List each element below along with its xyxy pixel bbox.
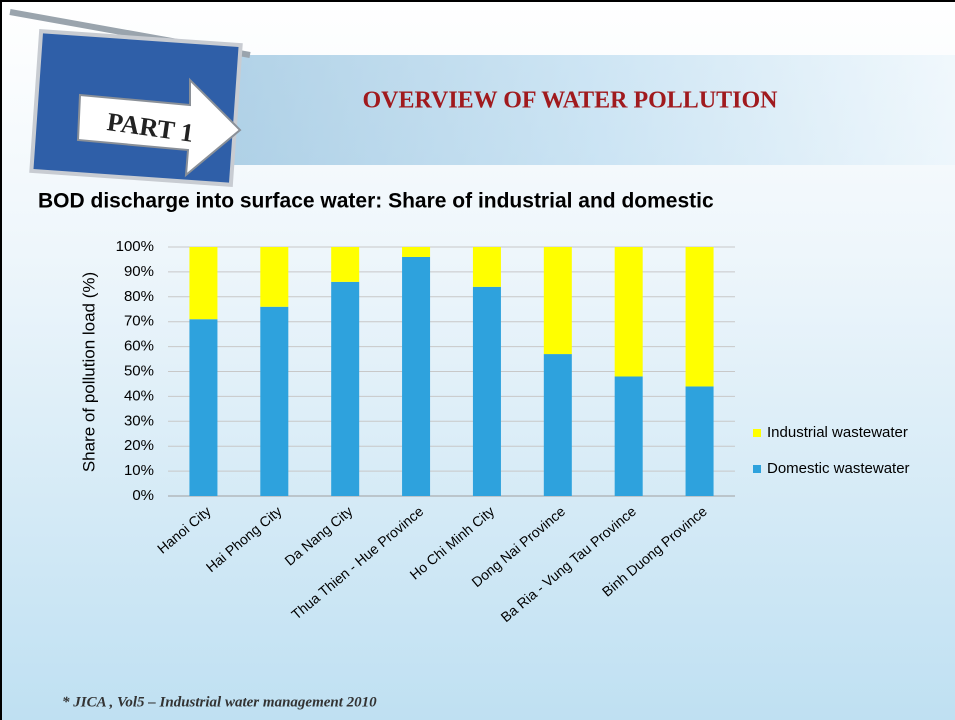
heading: OVERVIEW OF WATER POLLUTION xyxy=(362,88,778,114)
legend-label: Domestic wastewater xyxy=(767,460,910,477)
y-tick-label: 30% xyxy=(124,412,154,429)
bar-segment xyxy=(472,286,501,496)
legend-label: Industrial wastewater xyxy=(767,424,908,441)
bar-segment xyxy=(614,376,643,496)
sign: PART 1 xyxy=(29,29,243,187)
bar-segment xyxy=(685,386,714,496)
y-tick-label: 100% xyxy=(116,238,154,255)
y-axis-label: Share of pollution load (%) xyxy=(79,272,98,472)
chart-title: BOD discharge into surface water: Share … xyxy=(38,190,714,213)
bar-segment xyxy=(472,247,501,287)
bar-segment xyxy=(543,354,572,496)
y-tick-label: 90% xyxy=(124,263,154,280)
bar-segment xyxy=(614,247,643,377)
y-tick-label: 40% xyxy=(124,387,154,404)
bar-segment xyxy=(260,306,289,496)
y-tick-label: 50% xyxy=(124,362,154,379)
bar-segment xyxy=(189,247,218,320)
y-tick-label: 0% xyxy=(132,487,154,504)
y-tick-label: 20% xyxy=(124,437,154,454)
bar-segment xyxy=(402,247,431,257)
y-tick-label: 60% xyxy=(124,338,154,355)
bar-segment xyxy=(685,247,714,387)
bar-segment xyxy=(189,319,218,496)
legend-swatch xyxy=(753,465,761,473)
legend-swatch xyxy=(753,429,761,437)
bar-segment xyxy=(331,281,360,496)
bar-segment xyxy=(331,247,360,282)
bar-segment xyxy=(402,256,431,496)
y-tick-label: 10% xyxy=(124,462,154,479)
y-tick-label: 70% xyxy=(124,313,154,330)
bar-segment xyxy=(543,247,572,355)
y-tick-label: 80% xyxy=(124,288,154,305)
footnote: * JICA , Vol5 – Industrial water managem… xyxy=(62,694,377,710)
bar-segment xyxy=(260,247,289,307)
